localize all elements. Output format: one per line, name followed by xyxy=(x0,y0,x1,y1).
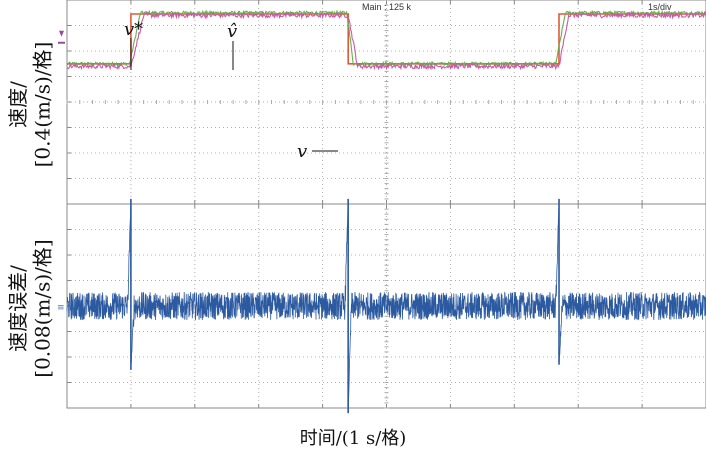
annotation-estimate: v̂ xyxy=(227,21,237,42)
header-time-per-div: 1s/div xyxy=(648,2,672,12)
series-line-error xyxy=(66,206,706,414)
grid xyxy=(66,0,706,205)
bottom-ylabel-line2: [0.08(m/s)/格] xyxy=(30,238,55,378)
x-axis-label: 时间/(1 s/格) xyxy=(299,428,407,449)
top-panel xyxy=(58,0,706,205)
top-ylabel-line2: [0.4(m/s)/格] xyxy=(30,41,55,167)
annotation-group: v* v̂ v xyxy=(124,19,338,162)
annotation-reference: v* xyxy=(124,19,143,40)
channel-marker-icon xyxy=(59,30,64,37)
bottom-panel: ≡ xyxy=(57,198,706,414)
annotation-actual: v xyxy=(297,141,307,162)
series-line-actual xyxy=(66,11,706,71)
header-timebase: Main : 125 k xyxy=(362,2,412,12)
ground-marker-icon: ≡ xyxy=(57,303,65,313)
